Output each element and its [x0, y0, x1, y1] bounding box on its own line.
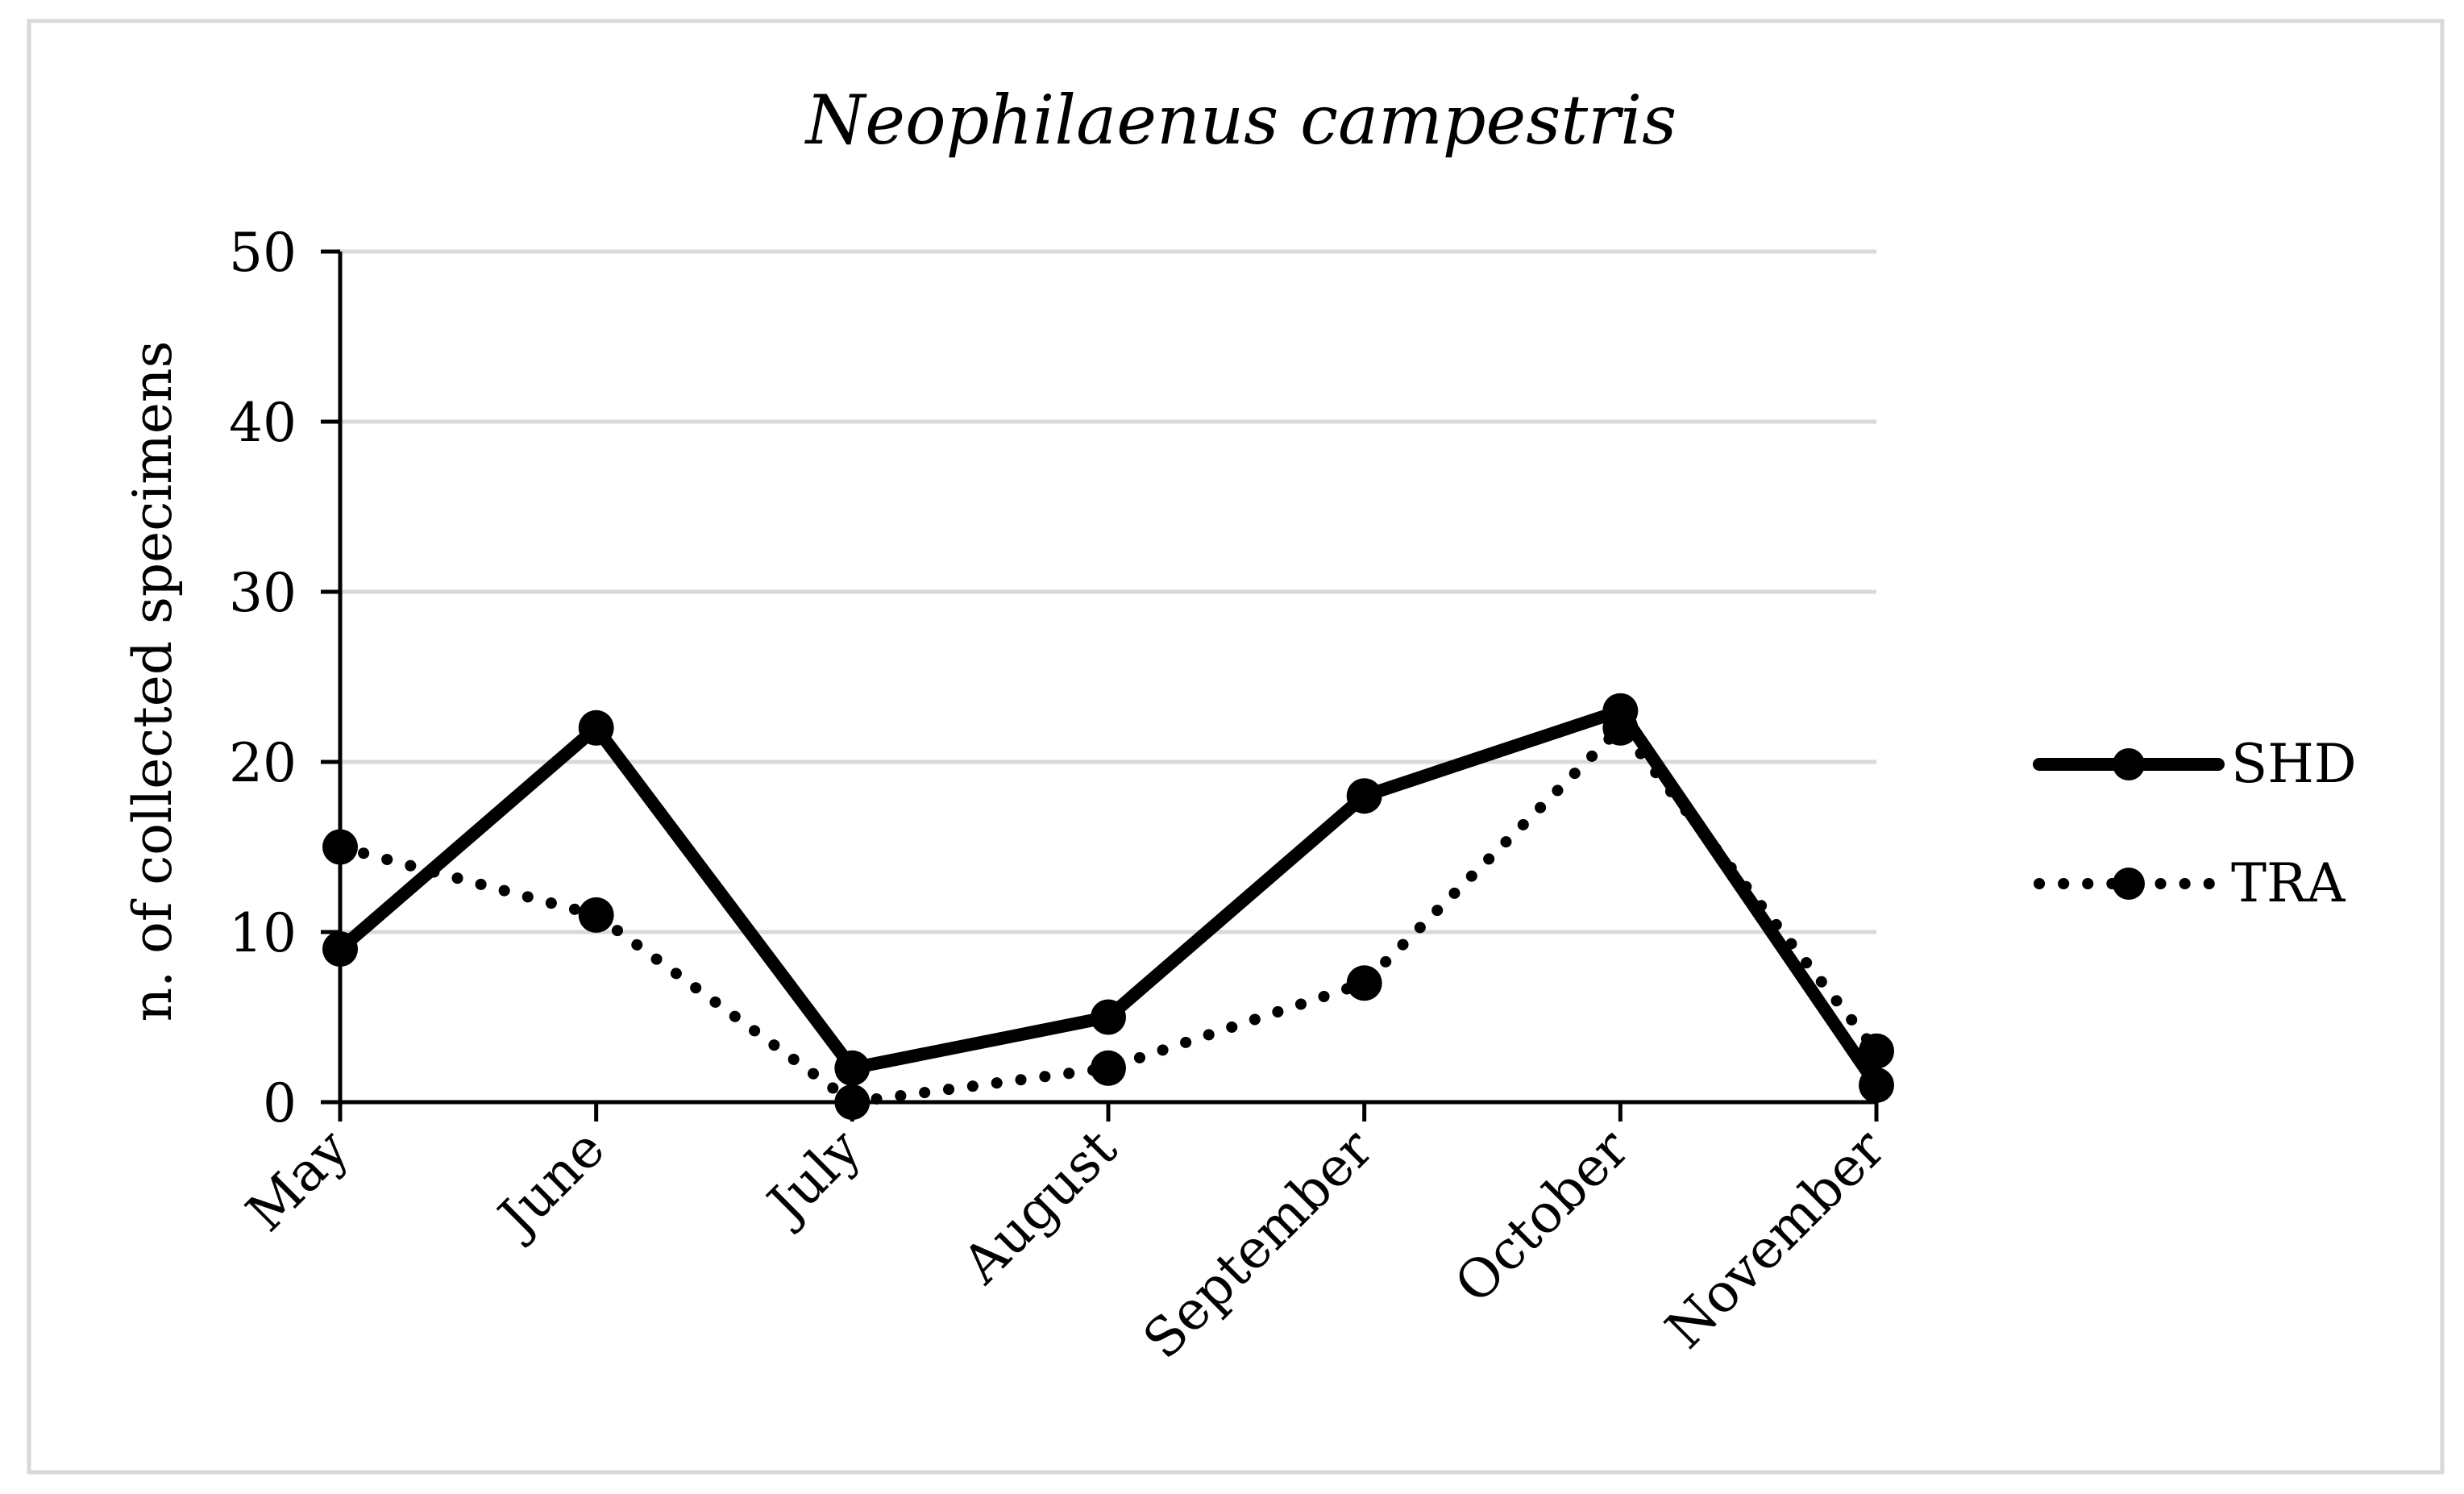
data-point-tra-may	[322, 829, 358, 865]
y-tick-label-40: 40	[229, 392, 297, 454]
y-axis-title: n. of collected specimens	[122, 341, 184, 1022]
legend-marker-shd	[2113, 748, 2145, 780]
legend-label-tra: TRA	[2231, 852, 2346, 914]
legend-item-tra: TRA	[2034, 852, 2346, 914]
y-axis-ticks: 0 10 20 30 40 50	[229, 222, 340, 1134]
y-tick-label-20: 20	[229, 732, 297, 794]
data-point-shd-july	[834, 1050, 871, 1086]
y-tick-label-50: 50	[229, 222, 297, 284]
chart-border	[27, 19, 2445, 1475]
data-point-shd-may	[322, 931, 358, 968]
legend: SHD TRA	[2033, 733, 2357, 914]
data-point-tra-september	[1346, 965, 1382, 1001]
legend-marker-tra	[2113, 868, 2145, 900]
data-point-shd-june	[578, 710, 614, 746]
legend-label-shd: SHD	[2231, 733, 2357, 795]
series-points	[322, 693, 1894, 1120]
y-tick-label-10: 10	[229, 902, 297, 964]
data-point-shd-november	[1859, 1067, 1894, 1103]
data-point-tra-november	[1859, 1033, 1894, 1069]
y-tick-label-30: 30	[229, 562, 297, 624]
data-point-shd-august	[1091, 999, 1126, 1035]
data-point-shd-september	[1346, 778, 1382, 814]
data-point-tra-august	[1091, 1050, 1126, 1086]
data-point-tra-july	[834, 1084, 871, 1120]
legend-item-shd: SHD	[2033, 733, 2357, 795]
chart-title: Neophilaenus campestris	[804, 81, 1677, 160]
data-point-tra-october	[1602, 710, 1639, 746]
data-point-tra-june	[578, 897, 614, 933]
y-tick-label-0: 0	[263, 1072, 297, 1134]
